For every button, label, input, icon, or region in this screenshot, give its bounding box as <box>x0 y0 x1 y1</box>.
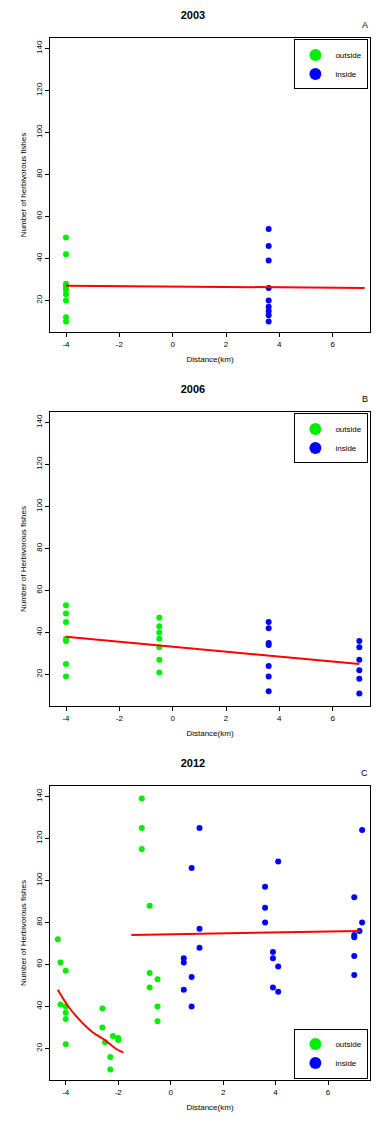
svg-text:100: 100 <box>35 872 44 886</box>
svg-text:Distance(km): Distance(km) <box>186 729 233 738</box>
svg-text:2012: 2012 <box>181 757 205 769</box>
svg-text:0: 0 <box>170 714 175 723</box>
svg-text:4: 4 <box>273 1088 278 1097</box>
svg-text:140: 140 <box>35 40 44 54</box>
svg-text:100: 100 <box>35 498 44 512</box>
svg-text:-4: -4 <box>62 340 70 349</box>
svg-text:80: 80 <box>35 542 44 551</box>
svg-text:Number of Herbivorous fishes: Number of Herbivorous fishes <box>19 880 28 986</box>
svg-text:60: 60 <box>35 584 44 593</box>
svg-text:Number of herbivorous fishes: Number of herbivorous fishes <box>19 133 28 238</box>
svg-text:40: 40 <box>35 252 44 261</box>
svg-text:0: 0 <box>170 340 175 349</box>
svg-text:outside: outside <box>335 1040 361 1049</box>
svg-text:2: 2 <box>221 1088 226 1097</box>
svg-text:60: 60 <box>35 958 44 967</box>
svg-text:80: 80 <box>35 916 44 925</box>
svg-text:-4: -4 <box>62 1088 70 1097</box>
svg-text:20: 20 <box>35 1042 44 1051</box>
svg-text:60: 60 <box>35 210 44 219</box>
svg-text:-2: -2 <box>116 714 124 723</box>
svg-text:2006: 2006 <box>181 383 205 395</box>
svg-text:6: 6 <box>330 340 335 349</box>
svg-text:140: 140 <box>35 414 44 428</box>
svg-text:inside: inside <box>335 1059 356 1068</box>
svg-text:0: 0 <box>168 1088 173 1097</box>
svg-text:outside: outside <box>335 425 361 434</box>
svg-text:120: 120 <box>35 82 44 96</box>
svg-text:inside: inside <box>335 444 356 453</box>
svg-text:outside: outside <box>335 51 361 60</box>
svg-text:B: B <box>362 394 368 404</box>
svg-text:2: 2 <box>224 714 229 723</box>
svg-text:100: 100 <box>35 124 44 138</box>
svg-text:Distance(km): Distance(km) <box>186 355 233 364</box>
svg-text:2003: 2003 <box>181 9 205 21</box>
svg-text:4: 4 <box>277 714 282 723</box>
svg-text:A: A <box>362 20 368 30</box>
svg-text:2: 2 <box>224 340 229 349</box>
svg-text:6: 6 <box>326 1088 331 1097</box>
svg-text:40: 40 <box>35 1000 44 1009</box>
svg-text:Distance(km): Distance(km) <box>186 1103 233 1112</box>
svg-text:120: 120 <box>35 456 44 470</box>
svg-text:inside: inside <box>335 70 356 79</box>
svg-text:120: 120 <box>35 830 44 844</box>
svg-text:80: 80 <box>35 168 44 177</box>
svg-text:140: 140 <box>35 788 44 802</box>
svg-text:Number of Herbivorous fishes: Number of Herbivorous fishes <box>19 506 28 612</box>
svg-text:-2: -2 <box>115 1088 123 1097</box>
svg-text:C: C <box>361 768 368 778</box>
svg-text:20: 20 <box>35 294 44 303</box>
svg-text:-4: -4 <box>62 714 70 723</box>
svg-text:6: 6 <box>330 714 335 723</box>
svg-text:4: 4 <box>277 340 282 349</box>
svg-text:-2: -2 <box>116 340 124 349</box>
svg-text:20: 20 <box>35 668 44 677</box>
svg-text:40: 40 <box>35 626 44 635</box>
